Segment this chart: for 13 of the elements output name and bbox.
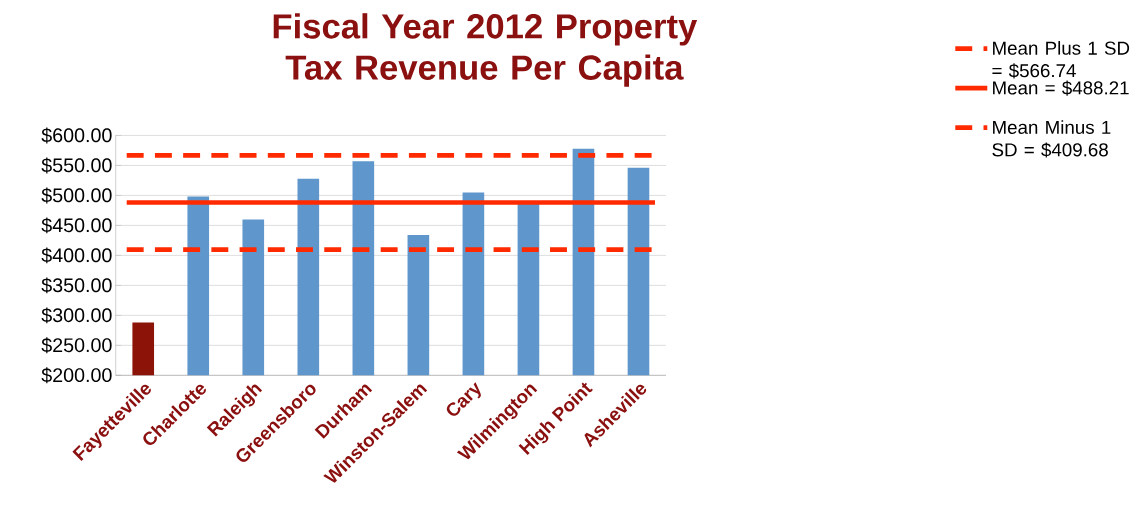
legend-label: Mean = $488.21 (993, 80, 1129, 96)
y-tick-label: $350.00 (41, 277, 112, 294)
y-tick-label: $300.00 (41, 307, 112, 324)
y-tick-label: $500.00 (41, 187, 112, 204)
y-tick-label: $450.00 (41, 217, 112, 234)
y-tick-label: $400.00 (41, 247, 112, 264)
y-tick-label: $250.00 (41, 337, 112, 354)
y-tick-label: $200.00 (41, 367, 112, 384)
y-tick-label: $600.00 (41, 127, 112, 144)
legend-label: Mean Minus 1 SD = $409.68 (992, 120, 1111, 158)
chart-title: Fiscal Year 2012 Property Tax Revenue Per Capita (273, 13, 698, 87)
legend-label: Mean Plus 1 SD = $566.74 (992, 40, 1130, 79)
y-tick-label: $550.00 (41, 157, 112, 174)
